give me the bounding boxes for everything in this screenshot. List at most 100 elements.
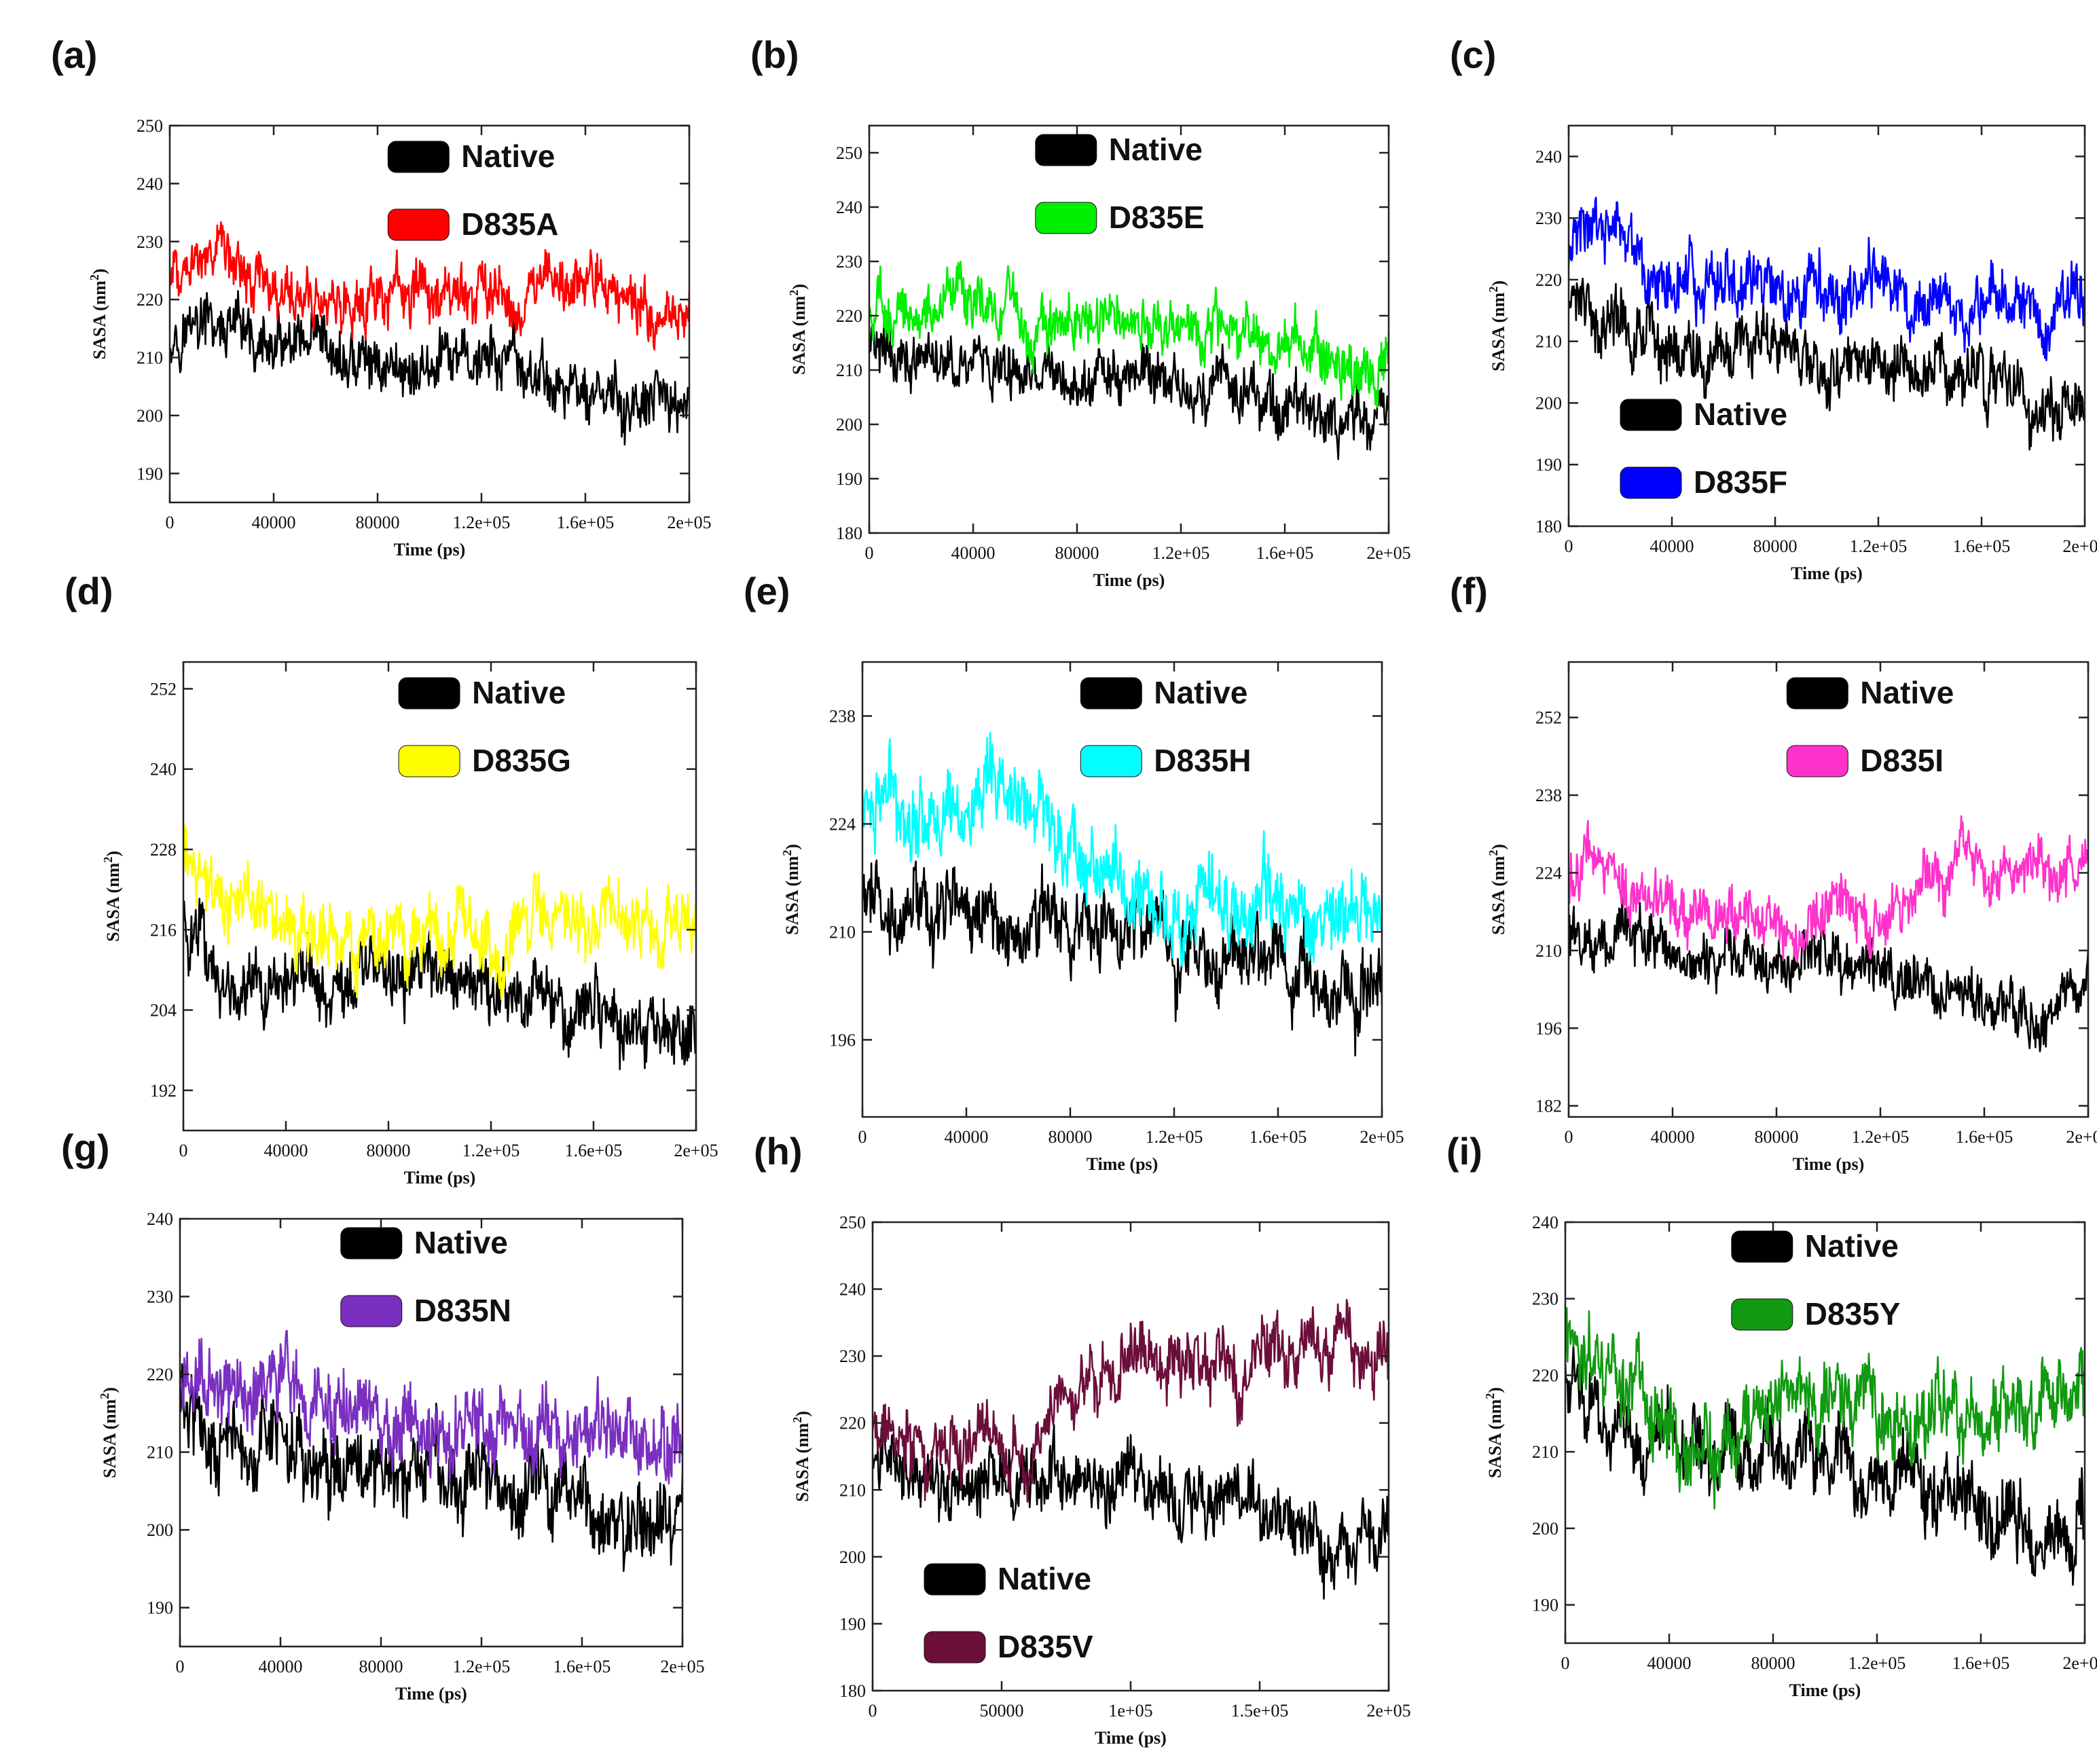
legend-swatch xyxy=(1731,1230,1793,1263)
panel-label: (b) xyxy=(750,33,799,76)
x-tick-label: 0 xyxy=(176,1657,185,1676)
y-tick-label: 240 xyxy=(136,174,163,194)
y-axis-title: SASA (nm2) xyxy=(790,1411,812,1502)
x-tick-label: 2e+05 xyxy=(1366,543,1410,563)
legend: Native D835E xyxy=(1035,132,1204,235)
x-tick-label: 80000 xyxy=(1048,1127,1093,1147)
x-tick-label: 1.6e+05 xyxy=(1250,1127,1307,1147)
x-tick-label: 40000 xyxy=(945,1127,989,1147)
legend-label: Native xyxy=(472,675,566,710)
legend-swatch xyxy=(1786,677,1848,710)
x-tick-label: 1.6e+05 xyxy=(1256,543,1314,563)
y-tick-label: 220 xyxy=(1535,270,1562,290)
y-tick-label: 240 xyxy=(839,1280,866,1300)
legend-swatch xyxy=(1620,466,1682,499)
x-tick-label: 80000 xyxy=(1755,1127,1799,1147)
legend-swatch xyxy=(1035,202,1097,234)
x-tick-label: 1.2e+05 xyxy=(1848,1653,1906,1673)
y-tick-label: 238 xyxy=(1535,786,1562,805)
series-line-d835a xyxy=(170,221,689,351)
legend: Native D835A xyxy=(387,139,559,242)
legend-label: D835G xyxy=(472,743,571,778)
x-axis-title: Time (ps) xyxy=(1793,1154,1865,1174)
y-tick-label: 238 xyxy=(829,706,856,726)
chart-panel-9: (i) 190 200 210 220 230 240 0 40000 80000 1.2e+05 1… xyxy=(1446,1130,2097,1700)
y-tick-label: 200 xyxy=(836,415,862,435)
y-tick-label: 204 xyxy=(150,1001,177,1021)
y-tick-label: 210 xyxy=(136,348,163,368)
plot-frame xyxy=(179,1217,684,1648)
x-tick-label: 1.6e+05 xyxy=(1956,1127,2013,1147)
x-tick-label: 80000 xyxy=(1753,536,1798,556)
series-traces xyxy=(1569,815,2088,1052)
x-axis-title: Time (ps) xyxy=(394,540,466,559)
panel-label: (g) xyxy=(61,1126,110,1169)
y-tick-label: 230 xyxy=(1535,208,1562,228)
y-axis-title: SASA (nm2) xyxy=(88,269,109,360)
y-tick-label: 250 xyxy=(836,143,862,163)
series-line-native xyxy=(869,314,1389,460)
y-tick-label: 210 xyxy=(1535,332,1562,352)
legend-swatch xyxy=(387,208,450,241)
x-tick-label: 1.6e+05 xyxy=(557,513,615,532)
x-axis-title: Time (ps) xyxy=(395,1684,467,1704)
x-tick-label: 80000 xyxy=(359,1657,403,1676)
y-tick-label: 240 xyxy=(1535,147,1562,166)
y-tick-label: 240 xyxy=(836,198,862,217)
y-tick-label: 210 xyxy=(1535,941,1562,961)
legend-label: Native xyxy=(1109,132,1203,167)
plot-frame xyxy=(868,124,1390,534)
chart-panel-2: (b) 180 190 200 210 220 230 240 250 0 40000 80000 1.… xyxy=(750,33,1411,590)
y-tick-label: 230 xyxy=(1532,1289,1558,1309)
y-tick-label: 250 xyxy=(136,116,163,136)
panel-label: (a) xyxy=(51,33,97,76)
plot-frame xyxy=(182,661,697,1132)
legend-swatch xyxy=(340,1227,403,1260)
legend-swatch xyxy=(924,1631,986,1664)
x-tick-label: 80000 xyxy=(367,1141,411,1160)
x-axis-title: Time (ps) xyxy=(404,1168,476,1188)
legend-label: D835Y xyxy=(1805,1296,1901,1331)
x-tick-label: 80000 xyxy=(1055,543,1099,563)
y-tick-label: 180 xyxy=(1535,517,1562,536)
x-axis-title: Time (ps) xyxy=(1087,1154,1159,1174)
panel-label: (f) xyxy=(1450,570,1488,612)
y-tick-label: 210 xyxy=(147,1443,173,1463)
panel-label: (h) xyxy=(754,1130,803,1173)
series-line-native xyxy=(1569,277,2085,451)
y-tick-label: 192 xyxy=(150,1081,177,1101)
y-tick-label: 252 xyxy=(150,679,177,699)
panel-label: (i) xyxy=(1446,1130,1482,1173)
series-line-native xyxy=(1569,897,2088,1052)
legend-label: Native xyxy=(1694,397,1787,432)
x-tick-label: 0 xyxy=(1565,1127,1573,1147)
chart-panel-5: (e) 196 210 224 238 0 40000 80000 1.2e+05 1.6e+05… xyxy=(744,570,1404,1174)
x-tick-label: 2e+05 xyxy=(2062,536,2097,556)
series-traces xyxy=(170,221,689,446)
y-tick-label: 240 xyxy=(147,1209,173,1229)
panel-label: (c) xyxy=(1450,33,1496,76)
legend: Native D835G xyxy=(398,675,571,778)
legend-swatch xyxy=(387,141,450,173)
x-axis-title: Time (ps) xyxy=(1093,570,1165,590)
series-traces xyxy=(183,824,696,1071)
chart-panel-7: (g) 190 200 210 220 230 240 0 40000 80000 1.2e+05 1… xyxy=(61,1126,705,1704)
legend: Native D835I xyxy=(1786,675,1954,778)
series-traces xyxy=(862,731,1382,1056)
legend: Native D835V xyxy=(924,1561,1093,1664)
y-tick-label: 228 xyxy=(150,840,177,860)
y-tick-label: 190 xyxy=(839,1614,866,1634)
series-line-native xyxy=(170,290,689,446)
series-line-native xyxy=(183,898,696,1071)
x-tick-label: 0 xyxy=(1561,1653,1570,1673)
x-tick-label: 1.2e+05 xyxy=(1146,1127,1203,1147)
y-tick-label: 220 xyxy=(147,1365,173,1384)
y-tick-label: 240 xyxy=(150,760,177,779)
legend-label: Native xyxy=(414,1225,508,1260)
x-axis-title: Time (ps) xyxy=(1791,564,1863,583)
y-axis-title: SASA (nm2) xyxy=(1483,1387,1505,1478)
y-tick-label: 224 xyxy=(829,814,856,834)
y-tick-label: 216 xyxy=(150,920,177,940)
x-tick-label: 2e+05 xyxy=(1366,1701,1410,1721)
